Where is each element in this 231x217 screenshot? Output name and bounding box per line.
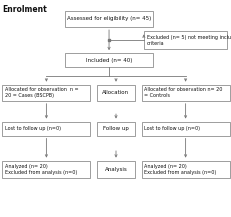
Text: Excluded (n= 5) not meeting inclusion
criteria: Excluded (n= 5) not meeting inclusion cr… [146,35,231,46]
FancyBboxPatch shape [97,85,134,101]
Text: Follow up: Follow up [103,126,128,131]
Text: Lost to follow up (n=0): Lost to follow up (n=0) [5,126,61,131]
Text: Enrolment: Enrolment [2,5,47,14]
Text: Allocation: Allocation [102,90,129,95]
Text: Included (n= 40): Included (n= 40) [85,58,132,63]
Text: Allocated for observation n= 20
= Controls: Allocated for observation n= 20 = Contro… [144,87,222,98]
Text: Analyzed (n= 20)
Excluded from analysis (n=0): Analyzed (n= 20) Excluded from analysis … [144,164,216,175]
FancyBboxPatch shape [97,161,134,178]
Text: Allocated for observation  n =
20 = Cases (BSCPB): Allocated for observation n = 20 = Cases… [5,87,78,98]
FancyBboxPatch shape [2,85,90,101]
FancyBboxPatch shape [65,11,152,27]
Text: Analysis: Analysis [104,167,127,172]
FancyBboxPatch shape [141,122,229,136]
Text: Analyzed (n= 20)
Excluded from analysis (n=0): Analyzed (n= 20) Excluded from analysis … [5,164,77,175]
FancyBboxPatch shape [65,53,152,67]
FancyBboxPatch shape [2,161,90,178]
FancyBboxPatch shape [143,31,226,49]
Text: Lost to follow up (n=0): Lost to follow up (n=0) [144,126,199,131]
FancyBboxPatch shape [141,161,229,178]
FancyBboxPatch shape [141,85,229,101]
Text: Assessed for eligibility (n= 45): Assessed for eligibility (n= 45) [67,16,151,21]
FancyBboxPatch shape [2,122,90,136]
FancyBboxPatch shape [97,122,134,136]
